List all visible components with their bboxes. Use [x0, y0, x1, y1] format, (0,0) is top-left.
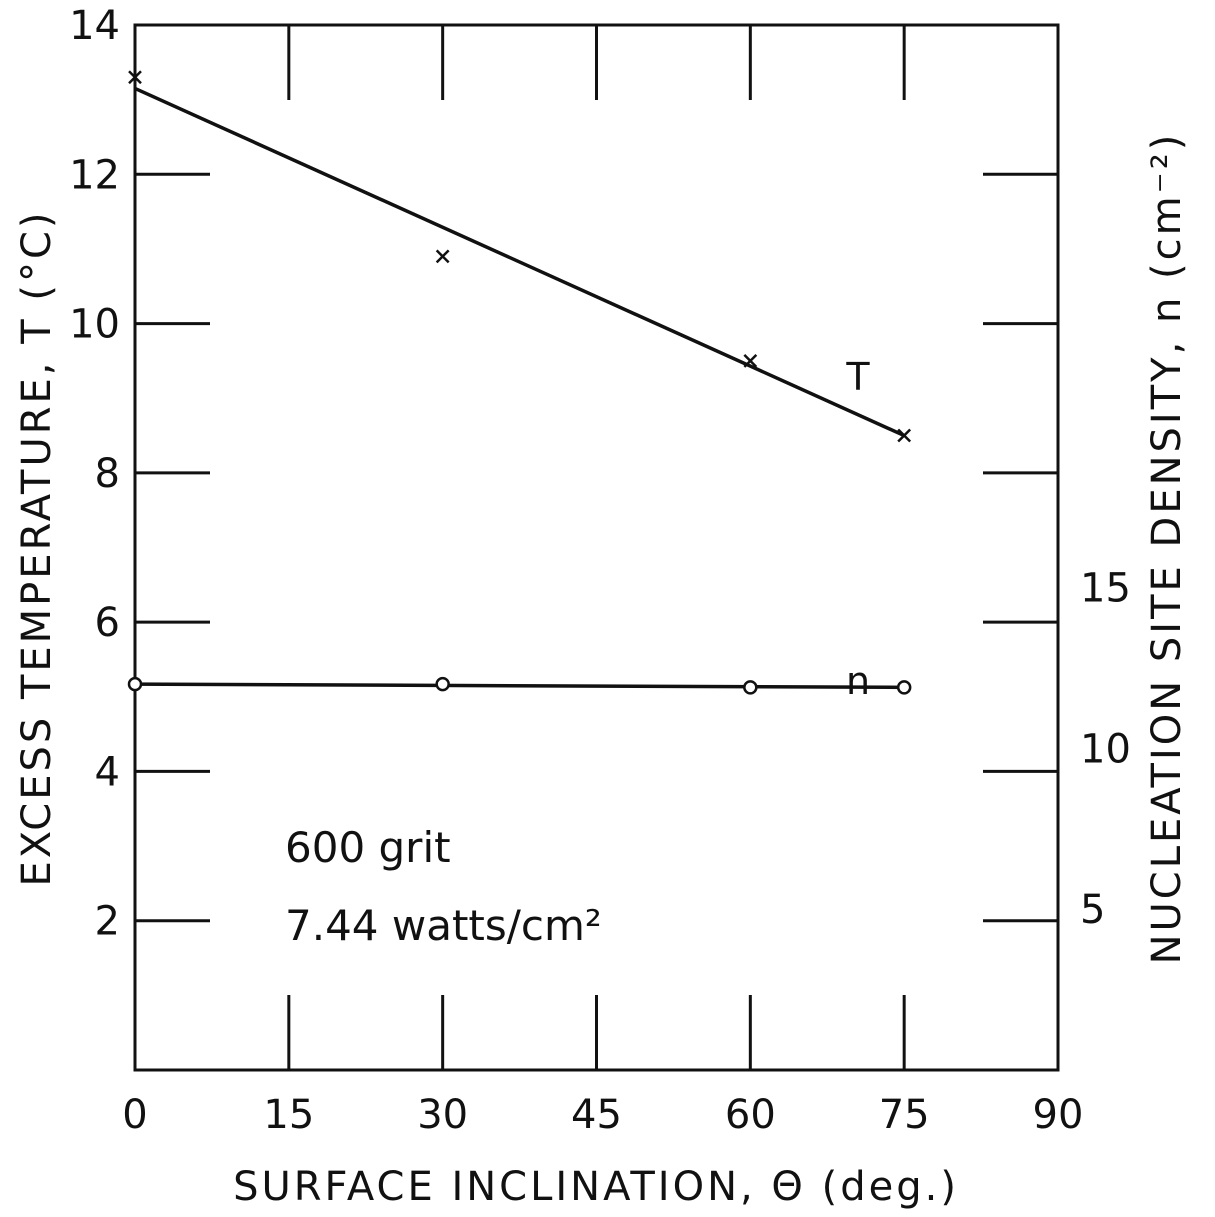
right-axis-title: NUCLEATION SITE DENSITY, n (cm⁻²) [1144, 132, 1190, 965]
y-right-tick-label: 15 [1080, 566, 1131, 612]
x-tick-label: 75 [879, 1092, 930, 1138]
annotation-flux: 7.44 watts/cm² [285, 901, 602, 950]
series-n-point [127, 676, 143, 692]
y-left-tick-label: 6 [95, 600, 120, 646]
y-left-tick-label: 14 [69, 3, 120, 49]
y-left-tick-label: 4 [95, 749, 120, 795]
series-T-point [897, 428, 912, 443]
series-layer: Tn [127, 70, 912, 703]
x-tick-label: 60 [725, 1092, 776, 1138]
series-n-fit-line [134, 682, 905, 690]
x-tick-label: 45 [571, 1092, 622, 1138]
x-tick-label: 30 [417, 1092, 468, 1138]
series-label-T: T [845, 355, 870, 399]
y-left-tick-label: 2 [95, 899, 120, 945]
x-tick-label: 0 [122, 1092, 147, 1138]
y-left-tick-label: 10 [69, 302, 120, 348]
series-n-point [743, 680, 758, 695]
series-T-point [743, 354, 758, 368]
tick-marks [135, 25, 1058, 1070]
tick-labels: 0 15 30 45 60 75 90 2 4 6 8 10 12 14 5 10 15 [69, 3, 1131, 1138]
y-right-tick-label: 5 [1080, 887, 1105, 933]
y-left-tick-label: 8 [95, 451, 120, 497]
left-axis-title: EXCESS TEMPERATURE, T (°C) [14, 209, 60, 886]
series-T-point [128, 70, 142, 85]
y-left-tick-label: 12 [69, 152, 120, 198]
y-right-tick-label: 10 [1080, 726, 1131, 772]
x-axis-title: SURFACE INCLINATION, Θ (deg.) [233, 1164, 959, 1210]
series-label-n: n [846, 659, 870, 703]
series-T-point [435, 249, 450, 264]
series-T-fit-line [134, 86, 905, 438]
series-n-point [896, 680, 912, 695]
x-tick-label: 90 [1033, 1092, 1084, 1138]
x-tick-label: 15 [263, 1092, 314, 1138]
series-n-point [435, 676, 450, 692]
annotation-grit: 600 grit [285, 823, 451, 872]
